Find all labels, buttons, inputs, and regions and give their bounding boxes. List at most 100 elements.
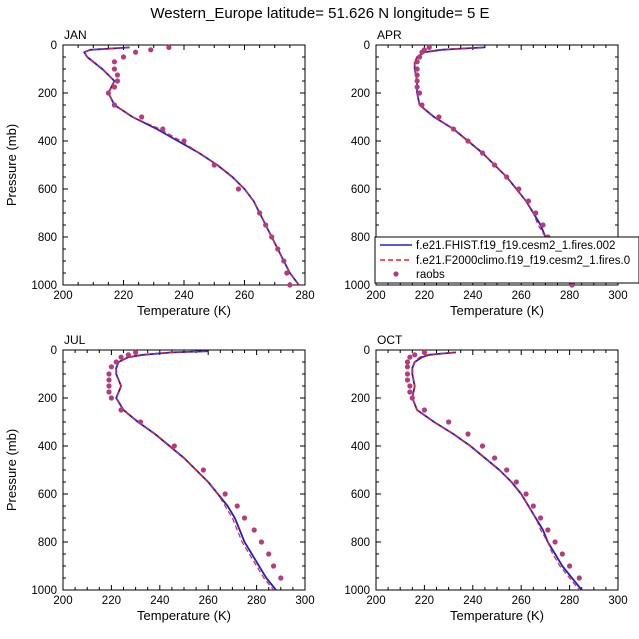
raobs-point xyxy=(407,389,413,395)
raobs-point xyxy=(222,491,228,497)
y-tick-label: 1000 xyxy=(344,280,370,292)
panel-label: APR xyxy=(377,28,402,42)
raobs-point xyxy=(111,66,118,72)
raobs-point xyxy=(263,222,269,228)
raobs-point xyxy=(211,162,217,168)
raobs-point xyxy=(416,54,423,60)
y-tick-label: 400 xyxy=(38,441,57,453)
y-tick-label: 600 xyxy=(351,184,370,196)
y-tick-label: 200 xyxy=(38,393,57,405)
x-tick-label: 220 xyxy=(415,290,434,302)
raobs-point xyxy=(552,539,558,545)
raobs-point xyxy=(111,84,118,90)
raobs-point xyxy=(404,371,411,377)
raobs-point xyxy=(416,90,423,96)
raobs-point xyxy=(533,210,539,216)
y-tick-label: 600 xyxy=(351,489,370,501)
x-axis-label: Temperature (K) xyxy=(137,608,231,623)
raobs-point xyxy=(465,138,471,144)
raobs-point xyxy=(567,563,573,569)
raobs-point xyxy=(479,443,486,449)
raobs-point xyxy=(171,443,177,449)
x-axis-label: Temperature (K) xyxy=(450,303,544,318)
x-tick-label: 280 xyxy=(560,290,579,302)
raobs-point xyxy=(137,419,144,425)
raobs-point xyxy=(491,455,498,461)
x-tick-label: 200 xyxy=(53,290,72,302)
raobs-point xyxy=(118,354,124,360)
raobs-point xyxy=(414,59,420,65)
raobs-point xyxy=(537,515,544,521)
raobs-point xyxy=(525,198,532,204)
panel-apr: 200 220 240 260 280 300 0 200 400 600 800 1000 APR Te… xyxy=(344,28,627,318)
x-tick-label: 280 xyxy=(295,290,314,302)
raobs-point xyxy=(266,551,272,557)
raobs-point xyxy=(258,539,265,545)
y-tick-label: 1000 xyxy=(31,280,57,292)
raobs-point xyxy=(287,282,293,288)
figure-title: Western_Europe latitude= 51.626 N longit… xyxy=(150,5,489,22)
raobs-point xyxy=(275,246,281,252)
y-tick-label: 800 xyxy=(38,232,57,244)
raobs-point xyxy=(479,150,486,156)
raobs-point xyxy=(419,102,425,108)
x-tick-label: 300 xyxy=(608,595,627,607)
x-tick-label: 200 xyxy=(366,290,385,302)
raobs-point xyxy=(114,72,121,78)
panel-jul: 200 220 240 260 280 300 0 200 400 600 800 1000 JUL Te… xyxy=(4,333,315,623)
raobs-point xyxy=(108,395,114,401)
raobs-point xyxy=(257,210,263,216)
x-tick-label: 260 xyxy=(512,290,531,302)
raobs-point xyxy=(133,349,139,355)
y-tick-label: 800 xyxy=(351,537,370,549)
legend-label-fhist: f.e21.FHIST.f19_f19.cesm2_1.fires.002 xyxy=(416,240,615,252)
x-tick-label: 260 xyxy=(512,595,531,607)
raobs-point xyxy=(113,359,119,365)
y-tick-label: 0 xyxy=(51,40,57,52)
panel-label: OCT xyxy=(377,333,403,347)
raobs-point xyxy=(465,431,471,437)
raobs-point xyxy=(540,222,546,228)
raobs-point xyxy=(414,84,420,90)
raobs-point xyxy=(235,186,242,192)
series-line-fhist xyxy=(411,351,583,591)
y-tick-label: 400 xyxy=(351,441,370,453)
plot-frame xyxy=(62,44,306,286)
y-tick-label: 400 xyxy=(38,136,57,148)
y-tick-label: 0 xyxy=(364,40,370,52)
raobs-point xyxy=(426,44,432,51)
y-tick-label: 600 xyxy=(38,489,57,501)
raobs-point xyxy=(576,575,582,581)
raobs-point xyxy=(409,395,415,401)
y-tick-label: 200 xyxy=(351,88,370,100)
raobs-point xyxy=(414,72,420,78)
x-tick-label: 220 xyxy=(102,595,121,607)
y-tick-label: 1000 xyxy=(31,585,57,597)
panel-label: JUL xyxy=(64,333,86,347)
raobs-point xyxy=(125,352,131,358)
x-tick-label: 200 xyxy=(53,595,72,607)
raobs-point xyxy=(446,419,452,425)
raobs-point xyxy=(270,563,277,569)
raobs-point xyxy=(106,371,112,377)
raobs-point xyxy=(284,270,290,276)
raobs-point xyxy=(419,49,425,55)
raobs-point xyxy=(106,389,112,395)
panel-label: JAN xyxy=(64,28,87,42)
panel-jan: 200 220 240 260 280 0 200 400 600 800 1000 JAN Tempe… xyxy=(4,28,315,318)
raobs-point xyxy=(269,234,275,240)
legend-label-f2000: f.e21.F2000climo.f19_f19.cesm2_1.fires.0 xyxy=(416,255,630,267)
series-line-f2000 xyxy=(83,46,300,286)
raobs-point xyxy=(111,59,118,65)
x-tick-label: 260 xyxy=(199,595,218,607)
raobs-point xyxy=(414,78,420,84)
raobs-point xyxy=(516,186,522,192)
x-tick-label: 300 xyxy=(295,595,314,607)
x-tick-label: 280 xyxy=(560,595,579,607)
raobs-point xyxy=(407,383,413,389)
raobs-point xyxy=(404,364,411,370)
raobs-point xyxy=(241,515,248,521)
legend-marker-raobs xyxy=(393,271,399,277)
raobs-point xyxy=(281,258,287,264)
